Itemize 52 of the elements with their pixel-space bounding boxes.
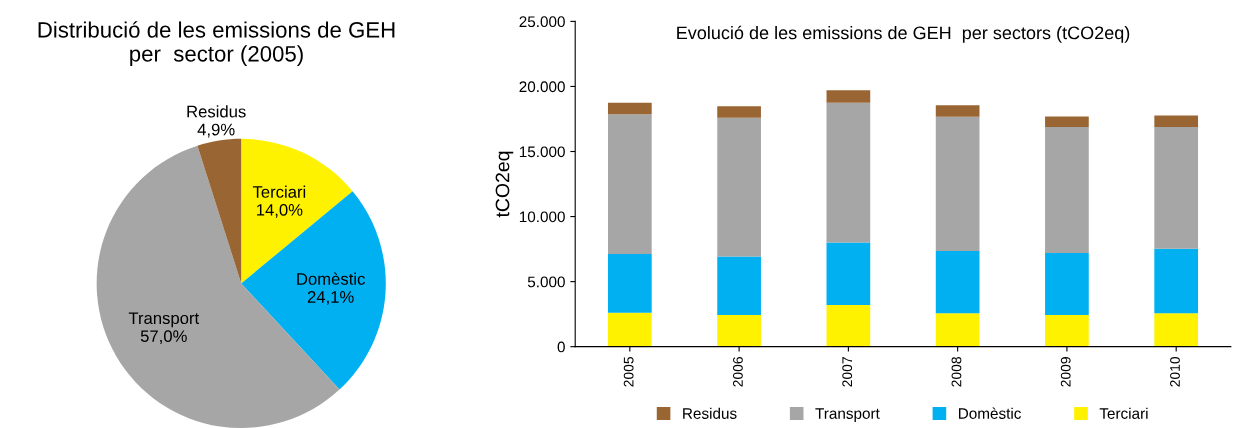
bar [935,105,980,117]
bar [717,256,761,316]
bar [717,106,761,118]
y-tick-label: 20.000 [519,81,565,93]
chart-title: Distribució de les emissions de GEH per sector (2005) [38,21,395,67]
legend-label: Terciari [1099,407,1148,419]
y-tick-label: 25.000 [519,16,565,28]
x-tick-label: 2006 [733,357,743,387]
bar [1154,115,1199,127]
bar [717,315,761,347]
x-tick-label: 2008 [951,357,962,387]
bar [935,313,980,347]
bar [935,116,980,251]
bar [607,312,652,347]
bar [1045,126,1089,253]
legend-label: Transport [815,408,880,422]
bar [826,102,871,243]
x-tick-label: 2010 [1170,356,1180,387]
y-tick-label: 5.000 [527,276,565,288]
bar [1045,253,1089,316]
data-label: 14,0% [257,203,303,218]
slice-label: Domèstic [297,272,365,285]
y-tick-label: 10.000 [519,211,565,223]
bar [607,253,652,313]
bar [1154,126,1199,249]
bar [935,250,980,314]
bar [826,304,871,347]
y-axis-title: tCO2eq [495,151,514,218]
bar [607,114,652,254]
bar [717,117,761,257]
legend-label: Residus [683,407,737,419]
slice-label: Residus [187,105,246,118]
chart-title: Evolució de les emissions de GEH per sectors (tCO2eq) [677,25,1130,43]
data-label: 57,0% [140,330,187,344]
pie-slice [197,138,242,284]
x-tick-label: 2005 [623,356,634,387]
x-tick-label: 2009 [1060,357,1071,387]
data-label: 4,9% [197,123,235,138]
bar [1045,315,1089,347]
bar [607,102,652,115]
slice-label: Transport [128,312,200,328]
bar [826,90,871,103]
data-label: 24,1% [307,290,354,305]
y-tick-label: 15.000 [519,146,565,158]
slice-label: Terciari [252,185,306,198]
bar [1045,116,1089,127]
y-tick-label: 0 [557,341,565,353]
bar [826,242,871,305]
bar [1154,248,1199,314]
x-tick-label: 2007 [842,357,853,387]
bar [1154,313,1199,347]
legend-label: Domèstic [958,407,1022,419]
